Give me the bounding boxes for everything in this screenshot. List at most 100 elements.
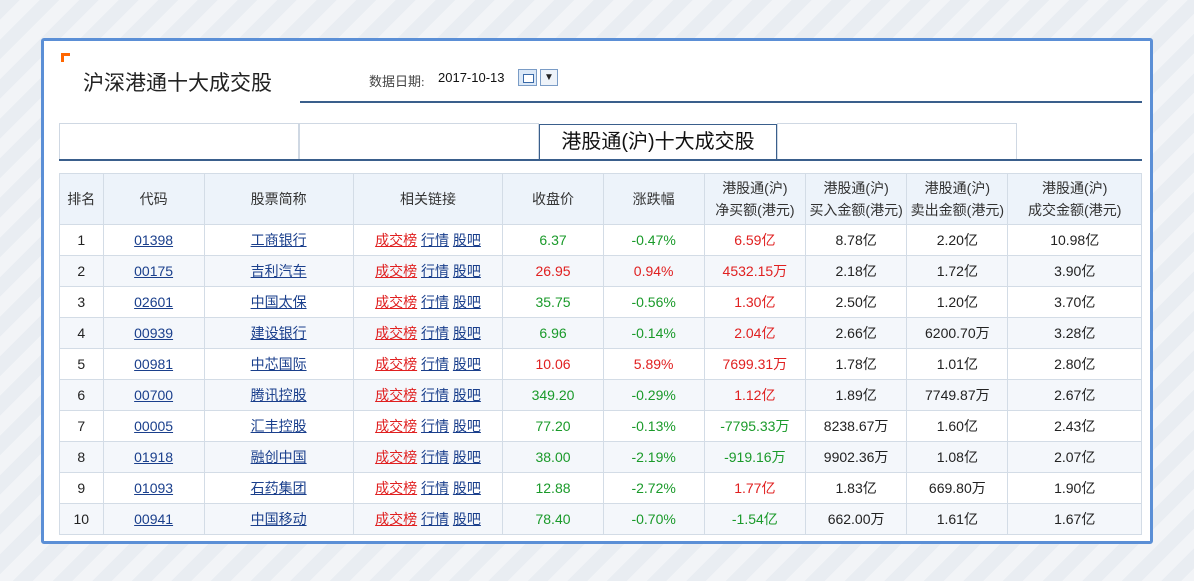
chevron-down-icon[interactable]: ▼ (540, 69, 558, 86)
link-trade-rank[interactable]: 成交榜 (375, 480, 418, 496)
link-trade-rank[interactable]: 成交榜 (375, 356, 418, 372)
link-forum[interactable]: 股吧 (452, 418, 481, 434)
cell-sell-amount: 1.60亿 (906, 410, 1009, 442)
tab-empty-1[interactable] (59, 123, 299, 159)
panel-title: 沪深港通十大成交股 (83, 72, 272, 95)
cell-code[interactable]: 02601 (102, 286, 205, 318)
link-trade-rank[interactable]: 成交榜 (375, 387, 418, 403)
table-row: 1 01398 工商银行 成交榜 行情 股吧 6.37 -0.47% 6.59亿 8.78亿 2… (59, 224, 1142, 256)
cell-name[interactable]: 中国移动 (203, 503, 354, 535)
cell-name[interactable]: 中芯国际 (203, 348, 354, 380)
cell-name[interactable]: 汇丰控股 (203, 410, 354, 442)
link-trade-rank[interactable]: 成交榜 (375, 232, 418, 248)
cell-name-text[interactable]: 石药集团 (250, 480, 307, 496)
link-forum[interactable]: 股吧 (452, 480, 481, 496)
link-forum[interactable]: 股吧 (452, 449, 481, 465)
tab-empty-3[interactable] (777, 123, 1017, 159)
cell-name-text[interactable]: 工商银行 (250, 232, 307, 248)
link-forum[interactable]: 股吧 (452, 294, 481, 310)
calendar-icon[interactable] (518, 69, 537, 86)
cell-code[interactable]: 01093 (102, 472, 205, 504)
tab-hk-connect-sh[interactable]: 港股通(沪)十大成交股 (539, 124, 777, 160)
link-forum[interactable]: 股吧 (452, 263, 481, 279)
cell-name[interactable]: 建设银行 (203, 317, 354, 349)
link-quote[interactable]: 行情 (421, 232, 449, 248)
link-quote[interactable]: 行情 (421, 511, 449, 527)
cell-code-text[interactable]: 00700 (134, 387, 174, 403)
link-quote[interactable]: 行情 (421, 294, 449, 310)
cell-change-text: -0.47% (631, 232, 676, 248)
link-trade-rank[interactable]: 成交榜 (375, 418, 418, 434)
cell-code-text[interactable]: 00175 (134, 263, 174, 279)
cell-net-buy: -1.54亿 (703, 503, 807, 535)
link-forum[interactable]: 股吧 (452, 356, 481, 372)
cell-sell-amount: 1.01亿 (906, 348, 1009, 380)
cell-code[interactable]: 00939 (102, 317, 205, 349)
cell-rank-text: 7 (77, 418, 86, 434)
cell-code-text[interactable]: 00981 (134, 356, 174, 372)
link-quote[interactable]: 行情 (421, 325, 449, 341)
cell-name-text[interactable]: 吉利汽车 (250, 263, 307, 279)
cell-sell-amount: 1.08亿 (906, 441, 1009, 473)
link-forum[interactable]: 股吧 (452, 387, 481, 403)
cell-net-buy: 4532.15万 (703, 255, 807, 287)
date-input[interactable]: 2017-10-13 (438, 70, 505, 85)
cell-code[interactable]: 00700 (102, 379, 205, 411)
cell-change: -0.14% (602, 317, 705, 349)
cell-code[interactable]: 00175 (102, 255, 205, 287)
cell-code[interactable]: 00941 (102, 503, 205, 535)
cell-rank: 8 (59, 441, 104, 473)
cell-name-text[interactable]: 腾讯控股 (250, 387, 307, 403)
cell-name-text[interactable]: 中国太保 (250, 294, 307, 310)
cell-code-text[interactable]: 01093 (134, 480, 174, 496)
link-forum[interactable]: 股吧 (452, 511, 481, 527)
cell-name-text[interactable]: 汇丰控股 (250, 418, 307, 434)
cell-code[interactable]: 01918 (102, 441, 205, 473)
cell-name[interactable]: 腾讯控股 (203, 379, 354, 411)
cell-code[interactable]: 01398 (102, 224, 205, 256)
cell-name-text[interactable]: 中国移动 (250, 511, 307, 527)
cell-net-buy-text: 1.30亿 (734, 294, 776, 310)
cell-code-text[interactable]: 01918 (134, 449, 174, 465)
tab-empty-2[interactable] (299, 123, 539, 159)
cell-sell-amount: 1.61亿 (906, 503, 1009, 535)
link-quote[interactable]: 行情 (421, 449, 449, 465)
link-quote[interactable]: 行情 (421, 263, 449, 279)
link-trade-rank[interactable]: 成交榜 (375, 325, 418, 341)
cell-change-text: 0.94% (633, 263, 674, 279)
link-forum[interactable]: 股吧 (452, 325, 481, 341)
link-trade-rank[interactable]: 成交榜 (375, 294, 418, 310)
link-quote[interactable]: 行情 (421, 418, 449, 434)
cell-code[interactable]: 00981 (102, 348, 205, 380)
cell-code-text[interactable]: 00941 (134, 511, 174, 527)
cell-code-text[interactable]: 01398 (134, 232, 174, 248)
cell-name-text[interactable]: 中芯国际 (250, 356, 307, 372)
table-row: 3 02601 中国太保 成交榜 行情 股吧 35.75 -0.56% 1.30亿 2.50亿… (59, 286, 1142, 318)
link-quote[interactable]: 行情 (421, 480, 449, 496)
cell-code-text[interactable]: 00939 (134, 325, 174, 341)
cell-name[interactable]: 工商银行 (203, 224, 354, 256)
cell-name[interactable]: 石药集团 (203, 472, 354, 504)
link-forum[interactable]: 股吧 (452, 232, 481, 248)
cell-buy-amount-text: 1.78亿 (835, 356, 877, 372)
link-trade-rank[interactable]: 成交榜 (375, 263, 418, 279)
cell-name-text[interactable]: 融创中国 (250, 449, 307, 465)
cell-buy-amount-text: 2.18亿 (835, 263, 877, 279)
cell-sell-amount-text: 1.01亿 (936, 356, 978, 372)
cell-close-text: 78.40 (535, 511, 571, 527)
cell-code[interactable]: 00005 (102, 410, 205, 442)
cell-name[interactable]: 融创中国 (203, 441, 354, 473)
cell-code-text[interactable]: 02601 (134, 294, 174, 310)
cell-code-text[interactable]: 00005 (134, 418, 174, 434)
cell-net-buy: 7699.31万 (703, 348, 807, 380)
cell-name[interactable]: 中国太保 (203, 286, 354, 318)
cell-name[interactable]: 吉利汽车 (203, 255, 354, 287)
link-quote[interactable]: 行情 (421, 387, 449, 403)
header-buy-amount: 港股通(沪) 买入金额(港元) (804, 173, 908, 225)
cell-change: 0.94% (602, 255, 705, 287)
link-quote[interactable]: 行情 (421, 356, 449, 372)
link-trade-rank[interactable]: 成交榜 (375, 511, 418, 527)
cell-name-text[interactable]: 建设银行 (250, 325, 307, 341)
link-trade-rank[interactable]: 成交榜 (375, 449, 418, 465)
cell-net-buy-text: -919.16万 (724, 449, 786, 465)
